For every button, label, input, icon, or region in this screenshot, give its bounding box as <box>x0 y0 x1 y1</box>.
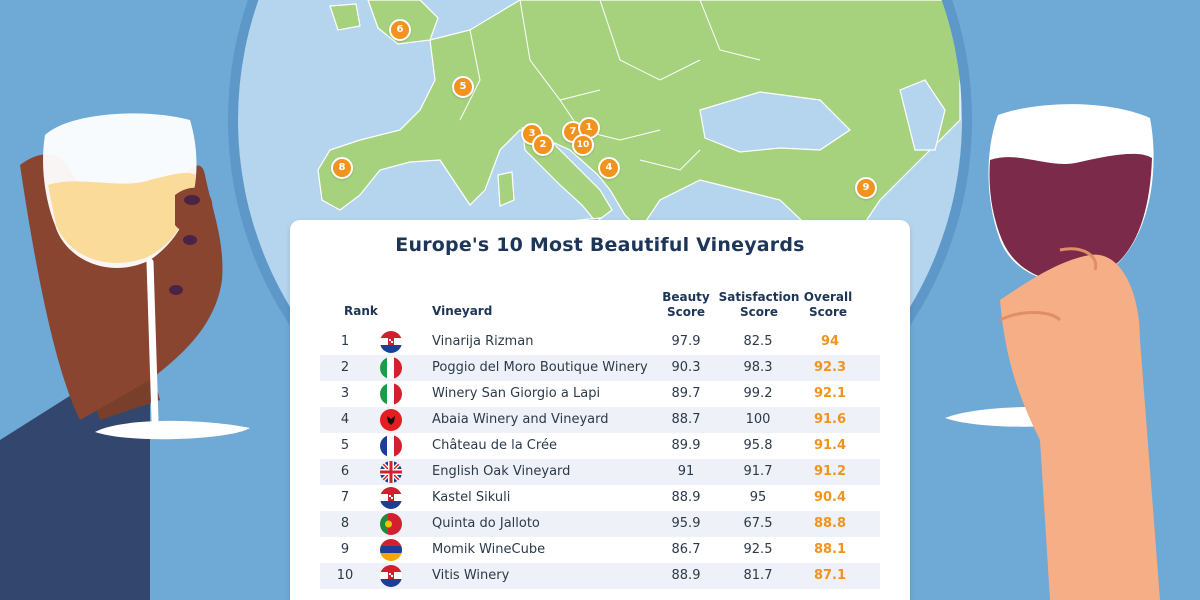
header-satisfaction-line2: Score <box>739 305 779 319</box>
rank-cell: 8 <box>340 516 350 531</box>
table-row: 4 Abaia Winery and Vineyard 88.7 100 91.… <box>320 407 880 433</box>
beauty-score: 91 <box>677 464 695 479</box>
table-row: 6 English Oak Vineyard 91 91.7 91.2 <box>320 459 880 485</box>
map-pin-10: 10 <box>572 134 594 156</box>
beauty-score: 86.7 <box>671 542 701 557</box>
card-title: Europe's 10 Most Beautiful Vineyards <box>395 234 805 256</box>
map-pin-4: 4 <box>598 157 620 179</box>
overall-score: 92.3 <box>813 360 847 375</box>
croatia-flag-icon <box>380 487 402 509</box>
satisfaction-score: 95 <box>749 490 767 505</box>
france-flag-icon <box>380 435 402 457</box>
overall-score: 87.1 <box>813 568 847 583</box>
left-hand-white-wine <box>0 113 250 600</box>
header-beauty-line1: Beauty <box>662 290 710 304</box>
vineyard-name: Château de la Crée <box>432 438 557 453</box>
satisfaction-score: 99.2 <box>743 386 773 401</box>
vineyard-name: Momik WineCube <box>432 542 546 557</box>
beauty-score: 89.7 <box>671 386 701 401</box>
rank-cell: 9 <box>340 542 350 557</box>
header-vineyard: Vineyard <box>432 304 493 318</box>
vineyard-name: Kastel Sikuli <box>432 490 511 505</box>
vineyard-name: Quinta do Jalloto <box>432 516 540 531</box>
satisfaction-score: 82.5 <box>743 334 773 349</box>
croatia-flag-icon <box>380 331 402 353</box>
overall-score: 92.1 <box>813 386 847 401</box>
beauty-score: 95.9 <box>671 516 701 531</box>
map-pin-9: 9 <box>855 177 877 199</box>
right-hand-red-wine <box>945 104 1160 600</box>
beauty-score: 97.9 <box>671 334 701 349</box>
map-pin-6: 6 <box>389 19 411 41</box>
header-beauty-score: Beauty Score <box>656 290 716 320</box>
rank-cell: 6 <box>340 464 350 479</box>
satisfaction-score: 81.7 <box>743 568 773 583</box>
header-beauty-line2: Score <box>666 305 706 319</box>
overall-score: 91.6 <box>813 412 847 427</box>
vineyard-name: Abaia Winery and Vineyard <box>432 412 609 427</box>
header-satisfaction-line1: Satisfaction <box>718 290 800 304</box>
header-satisfaction-score: Satisfaction Score <box>714 290 804 320</box>
overall-score: 88.1 <box>813 542 847 557</box>
table-row: 7 Kastel Sikuli 88.9 95 90.4 <box>320 485 880 511</box>
beauty-score: 88.9 <box>671 568 701 583</box>
croatia-flag-icon <box>380 565 402 587</box>
map-pin-5: 5 <box>452 76 474 98</box>
overall-score: 88.8 <box>813 516 847 531</box>
header-overall-line1: Overall <box>803 290 853 304</box>
overall-score: 94 <box>820 334 840 349</box>
vineyard-name: Vitis Winery <box>432 568 510 583</box>
table-row: 1 Vinarija Rizman 97.9 82.5 94 <box>320 329 880 355</box>
italy-flag-icon <box>380 357 402 379</box>
vineyard-name: English Oak Vineyard <box>432 464 571 479</box>
overall-score: 91.4 <box>813 438 847 453</box>
header-overall-line2: Score <box>808 305 848 319</box>
rank-cell: 1 <box>340 334 350 349</box>
table-row: 9 Momik WineCube 86.7 92.5 88.1 <box>320 537 880 563</box>
satisfaction-score: 95.8 <box>743 438 773 453</box>
rank-cell: 10 <box>336 568 354 583</box>
map-pin-2: 2 <box>532 134 554 156</box>
beauty-score: 90.3 <box>671 360 701 375</box>
header-rank: Rank <box>344 304 378 318</box>
vineyard-name: Winery San Giorgio a Lapi <box>432 386 601 401</box>
albania-flag-icon <box>380 409 402 431</box>
beauty-score: 89.9 <box>671 438 701 453</box>
satisfaction-score: 91.7 <box>743 464 773 479</box>
table-row: 10 Vitis Winery 88.9 81.7 87.1 <box>320 563 880 589</box>
vineyard-name: Poggio del Moro Boutique Winery <box>432 360 648 375</box>
table-row: 5 Château de la Crée 89.9 95.8 91.4 <box>320 433 880 459</box>
table-row: 8 Quinta do Jalloto 95.9 67.5 88.8 <box>320 511 880 537</box>
overall-score: 91.2 <box>813 464 847 479</box>
rank-cell: 3 <box>340 386 350 401</box>
overall-score: 90.4 <box>813 490 847 505</box>
beauty-score: 88.7 <box>671 412 701 427</box>
satisfaction-score: 92.5 <box>743 542 773 557</box>
uk-flag-icon <box>380 461 402 483</box>
rank-cell: 4 <box>340 412 350 427</box>
satisfaction-score: 100 <box>745 412 771 427</box>
beauty-score: 88.9 <box>671 490 701 505</box>
rank-cell: 7 <box>340 490 350 505</box>
ranking-card: Europe's 10 Most Beautiful Vineyards Ran… <box>290 220 910 600</box>
rank-cell: 5 <box>340 438 350 453</box>
portugal-flag-icon <box>380 513 402 535</box>
vineyard-name: Vinarija Rizman <box>432 334 534 349</box>
satisfaction-score: 98.3 <box>743 360 773 375</box>
rank-cell: 2 <box>340 360 350 375</box>
satisfaction-score: 67.5 <box>743 516 773 531</box>
header-overall-score: Overall Score <box>798 290 858 320</box>
table-row: 2 Poggio del Moro Boutique Winery 90.3 9… <box>320 355 880 381</box>
italy-flag-icon <box>380 383 402 405</box>
table-row: 3 Winery San Giorgio a Lapi 89.7 99.2 92… <box>320 381 880 407</box>
map-pin-8: 8 <box>331 157 353 179</box>
armenia-flag-icon <box>380 539 402 561</box>
